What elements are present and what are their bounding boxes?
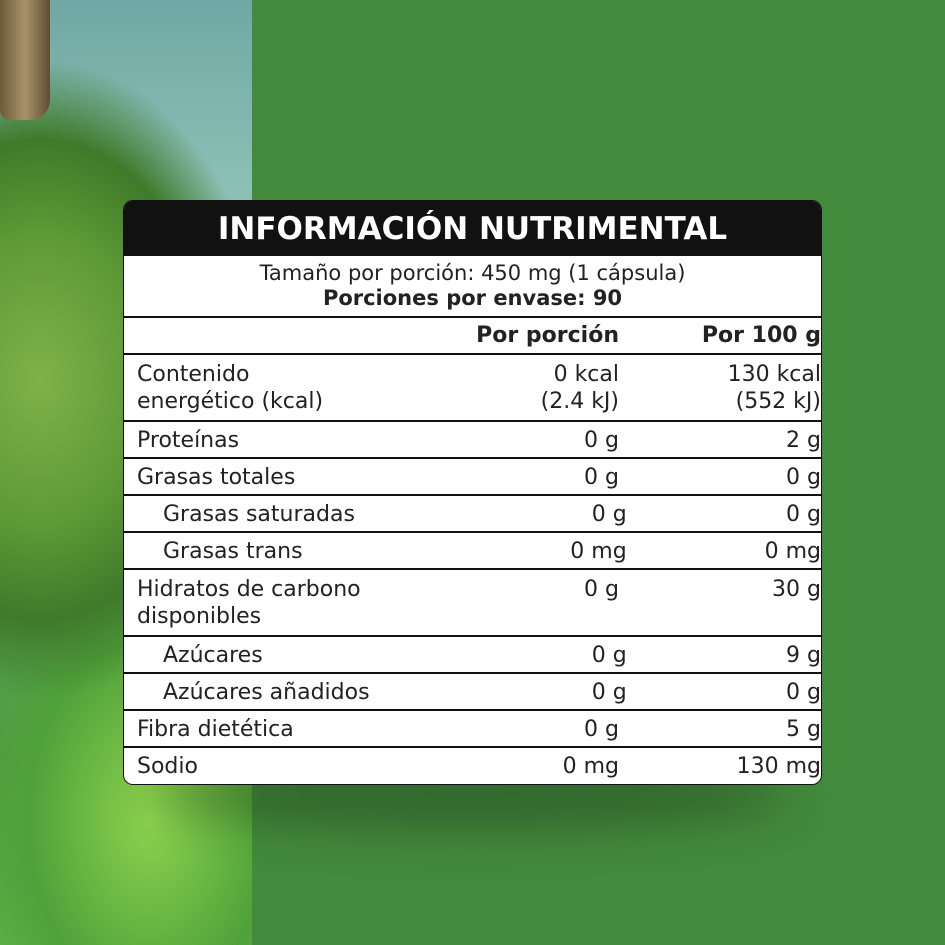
per-100g: 0 g	[786, 502, 821, 527]
per-100g: 2 g	[786, 428, 821, 453]
table-row: Grasas totales 0 g 0 g	[124, 459, 821, 496]
per-100g: 5 g	[786, 717, 821, 742]
nutrient: Azúcares	[163, 643, 263, 668]
per-100g-cell: 0 g	[627, 501, 821, 531]
column-header: Por porción	[476, 323, 619, 348]
nutrient: disponibles	[137, 604, 262, 629]
per-serving-cell: 0 kcal (2.4 kJ)	[437, 361, 619, 420]
nutrient: energético (kcal)	[137, 389, 324, 414]
table-row: Sodio 0 mg 130 mg	[124, 748, 821, 784]
blank	[124, 322, 437, 353]
per-100g-cell: 0 mg	[627, 538, 821, 568]
per-serving: 0 g	[584, 577, 619, 602]
per-serving-cell: 0 mg	[452, 538, 627, 568]
rows: Contenido energético (kcal) 0 kcal (2.4 kJ)…	[124, 355, 821, 784]
nutrient-cell: Proteínas	[124, 427, 437, 457]
per-serving: 0 kcal	[553, 362, 619, 387]
per-100g: 130 mg	[736, 754, 821, 779]
per-100g: 9 g	[786, 643, 821, 668]
nutrient: Grasas saturadas	[163, 502, 355, 527]
nutrient: Sodio	[137, 754, 198, 779]
nutrient: Proteínas	[137, 428, 240, 453]
nutrient-cell: Hidratos de carbono disponibles	[124, 576, 437, 635]
per-serving-cell: 0 g	[452, 501, 627, 531]
per-100g: 0 g	[786, 680, 821, 705]
nutrient-cell: Contenido energético (kcal)	[124, 361, 437, 420]
per-serving-cell: 0 mg	[437, 753, 619, 784]
per-serving-cell: 0 g	[437, 464, 619, 494]
nutrient: Azúcares añadidos	[163, 680, 370, 705]
per-100g: 0 mg	[764, 539, 821, 564]
nutrient-cell: Grasas totales	[124, 464, 437, 494]
per-100g-cell: 130 kcal (552 kJ)	[619, 361, 821, 420]
per-serving: 0 g	[584, 717, 619, 742]
nutrient-cell: Grasas trans	[124, 538, 452, 568]
table-row: Contenido energético (kcal) 0 kcal (2.4 kJ)…	[124, 355, 821, 422]
per-100g: 30 g	[772, 577, 821, 602]
column-header: Por 100 g	[701, 323, 821, 348]
table-row: Hidratos de carbono disponibles 0 g 30 g	[124, 570, 821, 637]
per-100g: 130 kcal	[727, 362, 821, 387]
per-100g-cell: 5 g	[619, 716, 821, 746]
serving-size: Tamaño por porción: 450 mg (1 cápsula)	[259, 261, 686, 285]
nutrient: Contenido	[137, 362, 250, 387]
table-row: Grasas saturadas 0 g 0 g	[124, 496, 821, 533]
per-serving: 0 mg	[570, 539, 627, 564]
nutrient: Hidratos de carbono	[137, 577, 361, 602]
per-100g-cell: 9 g	[627, 642, 821, 672]
nutrient: Grasas totales	[137, 465, 296, 490]
per-serving: 0 g	[591, 680, 627, 705]
table-row: Azúcares añadidos 0 g 0 g	[124, 674, 821, 711]
per-serving-cell: 0 g	[452, 679, 627, 709]
per-serving: 0 g	[591, 643, 627, 668]
nutrient: Fibra dietética	[137, 717, 294, 742]
title: INFORMACIÓN NUTRIMENTAL	[124, 201, 821, 256]
per-100g-cell: 2 g	[619, 427, 821, 457]
per-serving: 0 g	[584, 428, 619, 453]
table-row: Proteínas 0 g 2 g	[124, 422, 821, 459]
serving-info: Tamaño por porción: 450 mg (1 cápsula) P…	[124, 256, 821, 318]
per-serving-cell: 0 g	[437, 576, 619, 635]
per-100g: 0 g	[786, 465, 821, 490]
per-serving-cell: 0 g	[437, 427, 619, 457]
nutrient-cell: Azúcares añadidos	[124, 679, 452, 709]
nutrient-cell: Sodio	[124, 753, 437, 784]
table-row: Grasas trans 0 mg 0 mg	[124, 533, 821, 570]
per-serving-cell: 0 g	[437, 716, 619, 746]
nutrient-cell: Azúcares	[124, 642, 452, 672]
servings: Porciones por envase: 90	[322, 286, 623, 310]
per-serving: 0 mg	[562, 754, 619, 779]
per-serving: 0 g	[591, 502, 627, 527]
nutrient-cell: Grasas saturadas	[124, 501, 452, 531]
table-row: Fibra dietética 0 g 5 g	[124, 711, 821, 748]
per-100g-cell: 30 g	[619, 576, 821, 635]
table-row: Azúcares 0 g 9 g	[124, 637, 821, 674]
per-serving: 0 g	[584, 465, 619, 490]
nutrition-table: INFORMACIÓN NUTRIMENTAL Tamaño por porci…	[123, 200, 822, 785]
per-100g-cell: 0 g	[627, 679, 821, 709]
header-row: Por porción Por 100 g	[124, 318, 821, 355]
nutrient: Grasas trans	[163, 539, 303, 564]
per-serving: (2.4 kJ)	[540, 389, 619, 414]
per-100g: (552 kJ)	[735, 389, 821, 414]
per-100g-cell: 0 g	[619, 464, 821, 494]
nutrient-cell: Fibra dietética	[124, 716, 437, 746]
stem	[0, 0, 50, 120]
per-serving-cell: 0 g	[452, 642, 627, 672]
per-100g-cell: 130 mg	[619, 753, 821, 784]
